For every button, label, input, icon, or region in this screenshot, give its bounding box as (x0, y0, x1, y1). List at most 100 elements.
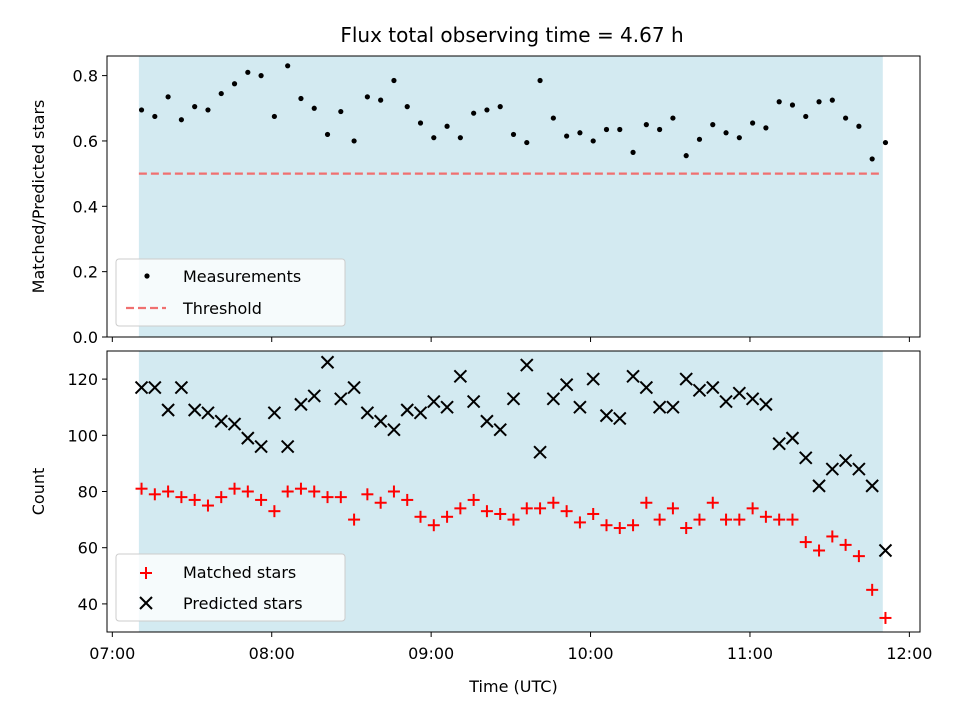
measurement-point (431, 135, 437, 141)
measurement-point (643, 122, 649, 128)
matched-star-point (255, 493, 268, 506)
predicted-star-point (506, 392, 521, 406)
predicted-star-point (586, 372, 600, 386)
predicted-star-point (838, 453, 853, 468)
y-tick-label: 40 (78, 595, 98, 614)
measurement-point (205, 107, 211, 113)
predicted-star-point (745, 392, 760, 406)
predicted-star-point (453, 369, 468, 383)
matched-star-point (826, 530, 839, 543)
x-tick-label: 11:00 (727, 644, 773, 663)
measurement-point (630, 149, 636, 155)
measurement-point (670, 115, 676, 121)
measurement-point (444, 123, 450, 129)
measurement-point (776, 99, 782, 105)
predicted-star-point (387, 422, 401, 437)
predicted-star-point (825, 462, 840, 476)
measurement-point (192, 104, 198, 110)
matched-star-point (148, 488, 161, 501)
matched-star-point (759, 510, 772, 523)
measurement-point (364, 94, 370, 100)
measurement-point (750, 120, 756, 126)
predicted-star-point (413, 406, 428, 420)
predicted-star-point (241, 431, 255, 445)
matched-star-point (441, 510, 454, 523)
predicted-star-point (347, 380, 361, 395)
measurement-point (351, 138, 357, 144)
legend-measurements-label: Measurements (183, 267, 301, 286)
measurement-point (417, 120, 424, 126)
y-tick-label: 0.2 (73, 263, 98, 282)
matched-star-point (162, 485, 175, 498)
measurement-point (736, 135, 742, 141)
matched-star-point (348, 513, 361, 526)
matched-star-point (746, 502, 759, 515)
predicted-star-point (480, 414, 494, 428)
predicted-star-point (852, 462, 866, 476)
x-tick-label: 08:00 (249, 644, 295, 663)
measurement-point (510, 131, 517, 138)
predicted-star-point (613, 411, 627, 426)
measurement-point (803, 113, 809, 120)
predicted-star-point (134, 380, 149, 395)
measurement-point (617, 126, 623, 133)
measurement-point (882, 139, 889, 146)
x-tick-label: 07:00 (89, 644, 135, 663)
y-tick-label: 0.4 (73, 197, 98, 216)
measurement-point (231, 81, 238, 87)
bottom-x-ticks: 07:00 08:00 09:00 10:00 11:00 12:00 (89, 632, 932, 663)
measurement-point (789, 102, 796, 108)
measurement-point (683, 153, 689, 159)
matched-star-point (839, 538, 852, 551)
predicted-star-point (706, 380, 720, 395)
top-x-ticks (111, 337, 910, 342)
matched-star-point (374, 496, 387, 509)
legend-predicted-marker (139, 596, 153, 610)
matched-star-point (573, 516, 586, 529)
measurement-point (603, 126, 610, 133)
predicted-star-point (174, 380, 189, 395)
matched-star-point (813, 544, 826, 557)
measurement-point (178, 117, 184, 123)
measurement-point (763, 125, 769, 131)
matched-star-point (587, 507, 600, 520)
measurement-point (311, 105, 317, 111)
matched-star-point (547, 496, 560, 509)
predicted-star-point (785, 431, 800, 445)
predicted-star-point (692, 383, 707, 398)
matched-star-point (175, 491, 188, 504)
matched-star-point (467, 493, 480, 506)
measurement-point (457, 135, 463, 141)
predicted-star-point (267, 406, 282, 420)
measurement-point (271, 113, 277, 120)
predicted-star-point (334, 392, 348, 406)
matched-star-point (866, 583, 879, 596)
matched-star-point (773, 513, 786, 526)
y-tick-label: 60 (78, 539, 98, 558)
matched-star-point (666, 502, 679, 515)
measurement-point (816, 99, 822, 105)
measurement-point (165, 94, 171, 100)
measurement-point (285, 63, 291, 69)
matched-star-point (308, 485, 321, 498)
measurement-point (471, 110, 477, 116)
bottom-y-ticks: 40 60 80 100 120 (67, 370, 107, 614)
matched-star-point (627, 519, 640, 532)
top-y-axis-label: Matched/Predicted stars (29, 100, 48, 294)
legend-threshold-label: Threshold (182, 299, 262, 318)
measurement-point (869, 156, 875, 162)
matched-star-point (427, 519, 440, 532)
measurement-point (324, 131, 331, 138)
predicted-star-point (493, 422, 507, 437)
measurement-point (564, 133, 570, 139)
top-legend-box (115, 258, 346, 327)
matched-star-point (534, 502, 547, 515)
matched-star-point (640, 496, 653, 509)
matched-star-point (706, 496, 719, 509)
predicted-star-point (294, 397, 308, 412)
predicted-star-point (400, 403, 414, 417)
matched-star-point (228, 482, 241, 495)
x-tick-label: 12:00 (886, 644, 932, 663)
predicted-star-point (812, 479, 826, 493)
